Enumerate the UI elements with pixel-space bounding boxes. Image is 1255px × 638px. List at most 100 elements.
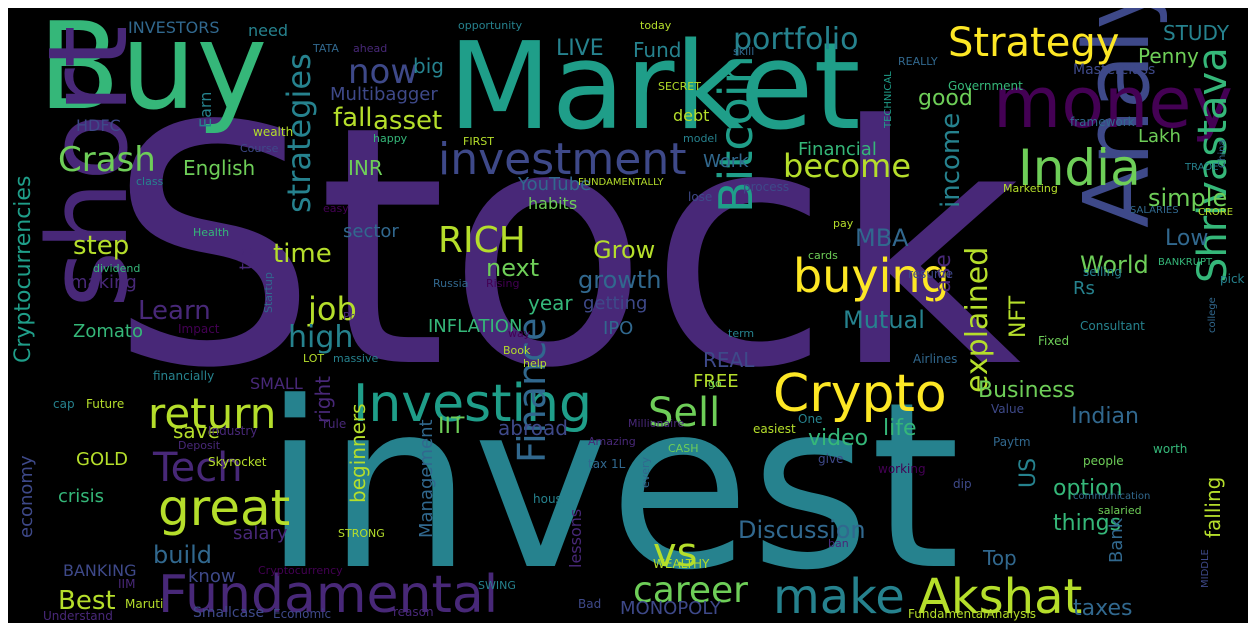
word-indian: Indian	[1071, 404, 1139, 429]
word-wealthy: WEALTHY	[653, 557, 710, 571]
word-youtube: YouTube	[518, 174, 592, 195]
word-model: model	[683, 132, 718, 145]
word-people: people	[1083, 454, 1124, 468]
word-tip: tip	[236, 246, 257, 270]
word-monopoly: MONOPOLY	[620, 598, 721, 619]
word-job: job	[308, 290, 357, 328]
word-invest: invest	[263, 354, 961, 621]
word-fixed: Fixed	[1038, 334, 1070, 348]
word-rs: Rs	[1073, 278, 1095, 299]
word-technical: TECHNICAL	[883, 71, 894, 128]
word-secret: SECRET	[658, 80, 701, 93]
word-consultant: Consultant	[1080, 319, 1145, 333]
word-need: need	[248, 21, 288, 40]
word-world: World	[1080, 251, 1149, 279]
word-best: Best	[58, 586, 116, 616]
word-mutual: Mutual	[843, 306, 925, 334]
word-crypto: Crypto	[773, 364, 947, 424]
word-discussion: Discussion	[738, 516, 866, 544]
word-mba: MBA	[855, 224, 909, 252]
word-working: working	[878, 462, 926, 476]
word-profit: Profit	[343, 310, 372, 323]
word-management: Management	[416, 419, 437, 538]
word-selling: selling	[1083, 265, 1122, 279]
word-china: China	[1217, 139, 1228, 168]
word-class: class	[136, 175, 164, 188]
word-industry: Industry	[208, 424, 258, 438]
word-iim: IIM	[118, 577, 136, 591]
word-way: way	[508, 327, 531, 340]
word-zomato: Zomato	[73, 321, 143, 342]
word-really: REALLY	[898, 55, 938, 68]
word-things: things	[1053, 511, 1122, 536]
word-resume: resume	[908, 267, 953, 281]
word-lessons: lessons	[566, 508, 585, 568]
word-first: FIRST	[463, 135, 494, 148]
word-go: go	[708, 377, 722, 390]
word-work: Work	[703, 151, 749, 172]
word-money: money	[993, 62, 1233, 144]
word-fundamental: Fundamental	[158, 565, 499, 623]
word-trade: TRADE	[1185, 162, 1219, 173]
word-multibagger: Multibagger	[330, 84, 438, 105]
word-dip: dip	[953, 477, 972, 491]
word-build: build	[153, 541, 213, 569]
word-massive: massive	[333, 352, 379, 365]
word-paytm: Paytm	[993, 435, 1031, 449]
word-study: STUDY	[1163, 21, 1230, 45]
word-great: great	[158, 479, 291, 537]
word-airlines: Airlines	[913, 352, 958, 366]
word-step: step	[73, 231, 130, 261]
word-return: return	[148, 389, 277, 438]
word-case: Case	[931, 254, 956, 308]
word-give: give	[818, 452, 844, 466]
word-value: Value	[991, 402, 1024, 416]
word-strong: STRONG	[338, 527, 385, 540]
word-investors: INVESTORS	[128, 18, 220, 37]
word-become: become	[783, 147, 912, 185]
word-salaried: salaried	[1098, 504, 1142, 517]
word-buying: buying	[793, 249, 950, 303]
word-bad: Bad	[578, 597, 602, 611]
word-framework: framework	[1070, 115, 1135, 129]
word-gold: GOLD	[76, 449, 129, 470]
word-debt: debt	[673, 106, 710, 125]
word-career: career	[633, 570, 748, 611]
word-penny: Penny	[1138, 44, 1199, 68]
word-income: income	[936, 112, 966, 208]
word-cards: cards	[808, 249, 838, 262]
word-millionaire: Millionaire	[628, 417, 685, 430]
word-rule: rule	[323, 417, 347, 431]
word-tax-1l: tax 1L	[588, 457, 626, 471]
word-house: house	[533, 492, 570, 506]
word-option: option	[1053, 476, 1123, 501]
word-ahead: ahead	[353, 42, 388, 55]
word-startup: Startup	[262, 272, 275, 313]
word-getting: getting	[583, 293, 648, 314]
word-free: FREE	[693, 371, 739, 392]
word-stock: Stock	[108, 56, 1022, 440]
word-now: now	[348, 52, 419, 92]
word-course: Course	[240, 142, 279, 155]
word-high: high	[288, 320, 354, 355]
word-falling: falling	[1201, 476, 1225, 538]
word-nft: NFT	[1006, 295, 1031, 338]
word-marketing: Marketing	[1003, 182, 1058, 195]
word-lot: LOT	[303, 352, 325, 365]
word-smallcase: Smallcase	[193, 605, 265, 621]
word-investment: investment	[438, 134, 687, 185]
word-every: every	[639, 456, 652, 488]
word-worth: worth	[1153, 442, 1188, 456]
word-ipo: IPO	[603, 318, 634, 339]
word-portfolio: portfolio	[733, 22, 859, 57]
word-know: know	[188, 566, 236, 587]
word-investing: Investing	[353, 374, 592, 434]
word-good: good	[918, 86, 973, 111]
word-one: One	[798, 412, 823, 426]
word-bank: Bank	[1106, 517, 1127, 563]
word-today: today	[640, 19, 672, 32]
word-vs: vs	[653, 530, 698, 576]
word-cloud: Stock invest Market Buy short Analysis money Fu…	[8, 8, 1248, 623]
word-india: India	[1018, 139, 1141, 197]
word-bankrupt: BANKRUPT	[1158, 257, 1213, 268]
